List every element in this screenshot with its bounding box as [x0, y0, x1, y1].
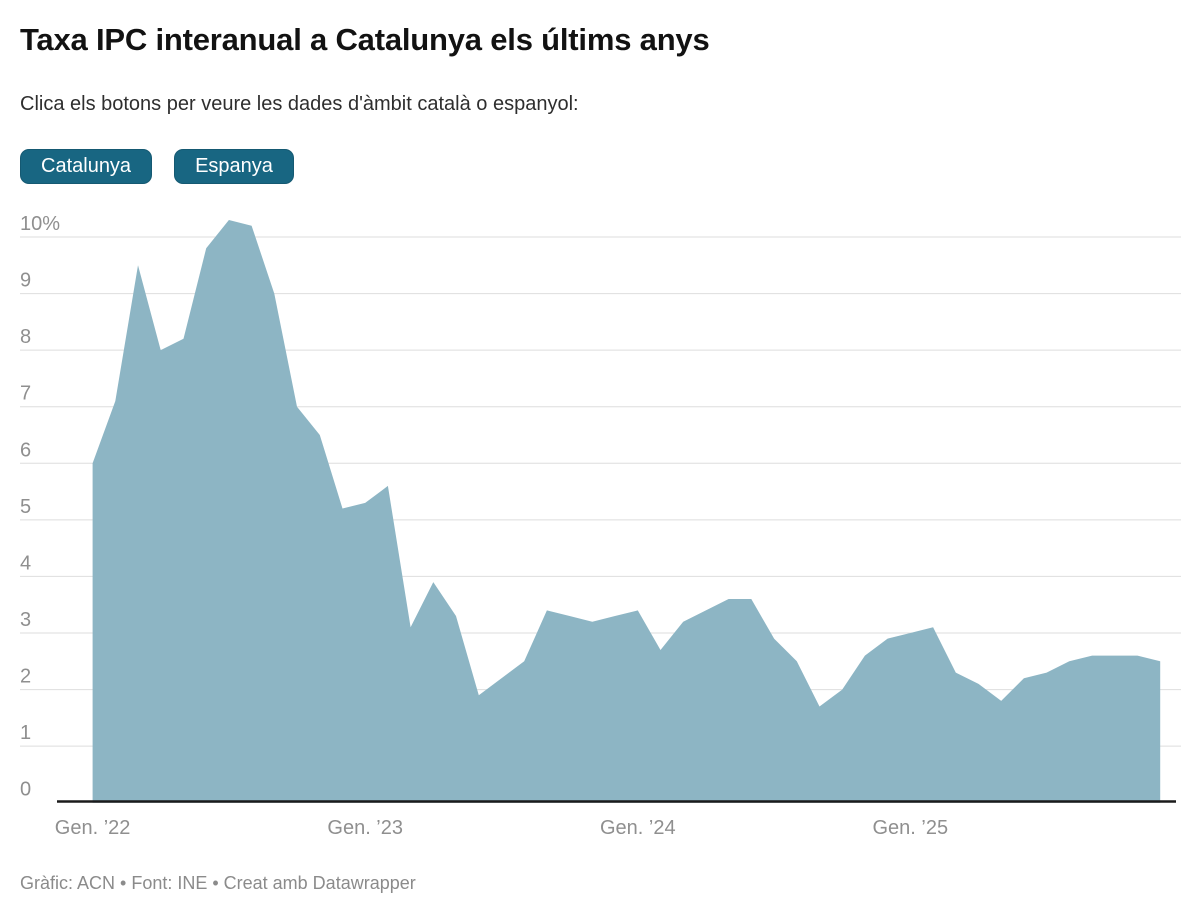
- y-tick-label: 9: [20, 270, 31, 292]
- y-tick-label: 3: [20, 609, 31, 631]
- y-tick-label: 0: [20, 779, 31, 801]
- y-tick-label: 1: [20, 722, 31, 744]
- area-series-catalunya: [92, 220, 1161, 803]
- y-tick-label: 4: [20, 552, 31, 574]
- y-tick-label: 8: [20, 326, 31, 348]
- x-tick-label: Gen. ’23: [327, 817, 403, 839]
- y-tick-label: 6: [20, 439, 31, 461]
- region-toggle-group: Catalunya Espanya: [20, 149, 294, 184]
- x-tick-label: Gen. ’22: [55, 817, 131, 839]
- y-tick-label: 2: [20, 666, 31, 688]
- y-tick-label: 5: [20, 496, 31, 518]
- chart-subtitle: Clica els botons per veure les dades d'à…: [20, 93, 579, 115]
- button-espanya[interactable]: Espanya: [174, 149, 294, 184]
- y-tick-label: 10%: [20, 213, 60, 235]
- x-tick-label: Gen. ’25: [872, 817, 948, 839]
- y-tick-label: 7: [20, 383, 31, 405]
- button-catalunya[interactable]: Catalunya: [20, 149, 153, 184]
- x-tick-label: Gen. ’24: [600, 817, 676, 839]
- page-title: Taxa IPC interanual a Catalunya els últi…: [20, 22, 710, 57]
- chart-footer-byline: Gràfic: ACN • Font: INE • Creat amb Data…: [20, 873, 416, 893]
